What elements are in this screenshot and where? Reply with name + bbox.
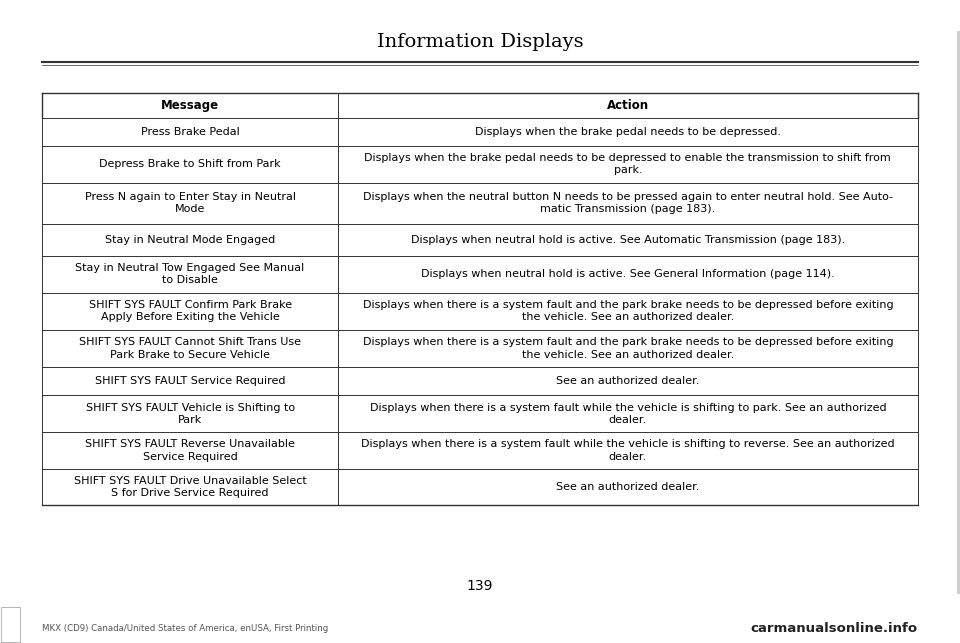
Text: Depress Brake to Shift from Park: Depress Brake to Shift from Park — [99, 159, 281, 169]
Text: SHIFT SYS FAULT Confirm Park Brake
Apply Before Exiting the Vehicle: SHIFT SYS FAULT Confirm Park Brake Apply… — [88, 300, 292, 322]
Text: SHIFT SYS FAULT Cannot Shift Trans Use
Park Brake to Secure Vehicle: SHIFT SYS FAULT Cannot Shift Trans Use P… — [79, 338, 301, 359]
Text: Press N again to Enter Stay in Neutral
Mode: Press N again to Enter Stay in Neutral M… — [84, 192, 296, 214]
Text: Displays when there is a system fault while the vehicle is shifting to park. See: Displays when there is a system fault wh… — [370, 403, 886, 425]
Text: Displays when the brake pedal needs to be depressed to enable the transmission t: Displays when the brake pedal needs to b… — [365, 153, 891, 176]
Text: Displays when there is a system fault while the vehicle is shifting to reverse. : Displays when there is a system fault wh… — [361, 439, 895, 462]
Text: 139: 139 — [467, 579, 493, 593]
Text: MKX (CD9) Canada/United States of America, enUSA, First Printing: MKX (CD9) Canada/United States of Americ… — [42, 624, 328, 633]
Text: See an authorized dealer.: See an authorized dealer. — [556, 482, 700, 492]
Text: Information Displays: Information Displays — [376, 33, 584, 51]
Text: SHIFT SYS FAULT Reverse Unavailable
Service Required: SHIFT SYS FAULT Reverse Unavailable Serv… — [85, 439, 295, 462]
Text: Action: Action — [607, 99, 649, 112]
Text: Displays when neutral hold is active. See General Information (page 114).: Displays when neutral hold is active. Se… — [421, 269, 834, 279]
Text: SHIFT SYS FAULT Service Required: SHIFT SYS FAULT Service Required — [95, 376, 285, 386]
Text: SHIFT SYS FAULT Drive Unavailable Select
S for Drive Service Required: SHIFT SYS FAULT Drive Unavailable Select… — [74, 476, 306, 498]
Text: Displays when the brake pedal needs to be depressed.: Displays when the brake pedal needs to b… — [475, 127, 780, 137]
Text: SHIFT SYS FAULT Vehicle is Shifting to
Park: SHIFT SYS FAULT Vehicle is Shifting to P… — [85, 403, 295, 425]
Text: carmanualsonline.info: carmanualsonline.info — [751, 622, 918, 635]
Text: Displays when neutral hold is active. See Automatic Transmission (page 183).: Displays when neutral hold is active. Se… — [411, 235, 845, 245]
Text: Displays when there is a system fault and the park brake needs to be depressed b: Displays when there is a system fault an… — [363, 300, 893, 322]
Text: Press Brake Pedal: Press Brake Pedal — [141, 127, 239, 137]
Text: See an authorized dealer.: See an authorized dealer. — [556, 376, 700, 386]
Text: Message: Message — [161, 99, 219, 112]
Text: Stay in Neutral Mode Engaged: Stay in Neutral Mode Engaged — [105, 235, 276, 245]
Text: Displays when there is a system fault and the park brake needs to be depressed b: Displays when there is a system fault an… — [363, 338, 893, 359]
Text: Displays when the neutral button N needs to be pressed again to enter neutral ho: Displays when the neutral button N needs… — [363, 192, 893, 214]
Text: Stay in Neutral Tow Engaged See Manual
to Disable: Stay in Neutral Tow Engaged See Manual t… — [76, 263, 304, 285]
